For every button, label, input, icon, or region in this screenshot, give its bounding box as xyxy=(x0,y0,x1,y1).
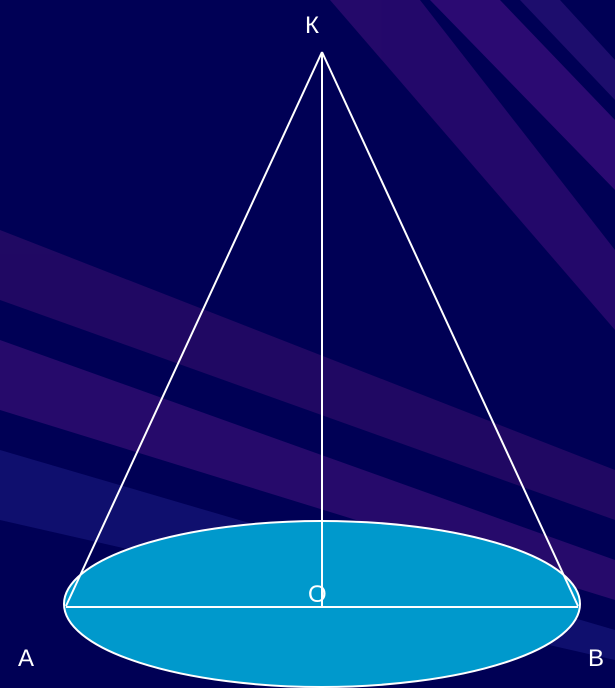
segment-ka xyxy=(65,51,323,607)
ray-3 xyxy=(0,230,615,520)
label-right: В xyxy=(588,645,604,672)
ray-1 xyxy=(330,0,615,330)
segment-kb xyxy=(321,51,579,607)
ray-2 xyxy=(430,0,615,190)
ray-6 xyxy=(520,0,615,100)
label-center: О xyxy=(308,581,327,608)
label-apex: К xyxy=(305,12,319,39)
label-left: А xyxy=(18,645,34,672)
